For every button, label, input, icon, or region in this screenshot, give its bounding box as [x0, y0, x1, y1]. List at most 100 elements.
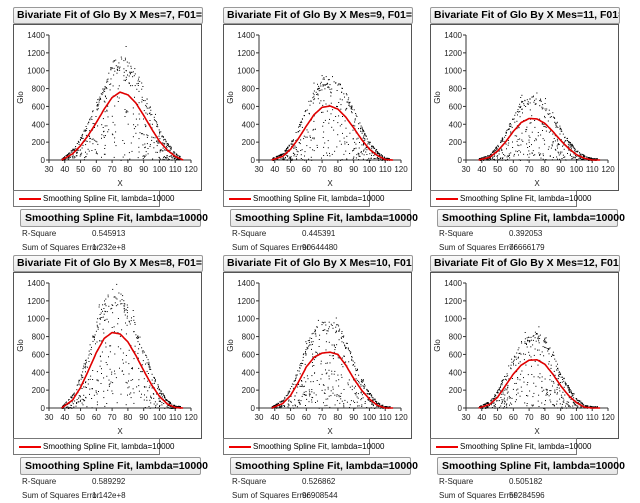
- data-point: [297, 399, 299, 401]
- data-point: [90, 375, 92, 377]
- data-point: [304, 394, 306, 396]
- stats-header[interactable]: Smoothing Spline Fit, lambda=10000: [437, 457, 625, 475]
- data-point: [368, 159, 370, 161]
- data-point: [157, 141, 159, 143]
- data-point: [323, 329, 325, 331]
- data-point: [101, 373, 102, 374]
- data-point: [576, 150, 578, 152]
- stats-header[interactable]: Smoothing Spline Fit, lambda=10000: [437, 209, 625, 227]
- data-point: [555, 149, 557, 151]
- data-point: [563, 148, 565, 150]
- data-point: [494, 407, 496, 409]
- data-point: [306, 343, 308, 345]
- data-point: [296, 158, 298, 160]
- stats-header[interactable]: Smoothing Spline Fit, lambda=10000: [230, 457, 418, 475]
- data-point: [531, 374, 533, 375]
- data-point: [73, 148, 75, 150]
- data-point: [557, 127, 559, 128]
- data-point: [372, 399, 374, 401]
- data-point: [559, 133, 561, 135]
- data-point: [548, 146, 550, 148]
- panel-title[interactable]: Bivariate Fit of Glo By X Mes=8, F01=1: [13, 255, 203, 272]
- data-point: [502, 158, 503, 160]
- data-point: [80, 149, 81, 151]
- data-point: [382, 407, 384, 409]
- data-point: [91, 346, 92, 348]
- data-point: [586, 156, 587, 158]
- data-point: [537, 338, 539, 340]
- data-point: [64, 403, 66, 405]
- y-tick-label: 0: [251, 404, 256, 413]
- data-point: [85, 359, 87, 361]
- data-point: [164, 149, 166, 151]
- panel-title[interactable]: Bivariate Fit of Glo By X Mes=11, F01=1: [430, 7, 620, 24]
- data-point: [161, 136, 163, 138]
- data-point: [544, 346, 546, 348]
- data-point: [493, 150, 495, 152]
- panel-title[interactable]: Bivariate Fit of Glo By X Mes=7, F01=1: [13, 7, 203, 24]
- data-point: [172, 407, 174, 409]
- data-point: [504, 401, 506, 403]
- data-point: [569, 144, 571, 146]
- data-point: [106, 318, 108, 320]
- data-point: [158, 400, 160, 402]
- data-point: [578, 402, 580, 404]
- data-point: [553, 404, 555, 406]
- data-point: [105, 298, 107, 300]
- data-point: [502, 157, 504, 159]
- data-point: [360, 399, 362, 401]
- data-point: [531, 115, 533, 117]
- data-point: [106, 364, 108, 366]
- data-point: [338, 83, 340, 85]
- data-point: [323, 322, 324, 324]
- data-point: [521, 139, 523, 141]
- data-point: [139, 80, 141, 82]
- panel-title[interactable]: Bivariate Fit of Glo By X Mes=12, F01=1: [430, 255, 620, 272]
- data-point: [295, 374, 297, 376]
- data-point: [145, 125, 147, 127]
- stats-header[interactable]: Smoothing Spline Fit, lambda=10000: [20, 457, 208, 475]
- data-point: [89, 141, 91, 143]
- data-point: [117, 70, 119, 71]
- data-point: [524, 332, 526, 333]
- data-point: [362, 385, 364, 387]
- data-point: [104, 153, 106, 155]
- data-point: [576, 399, 578, 401]
- data-point: [374, 408, 376, 409]
- panel-title[interactable]: Bivariate Fit of Glo By X Mes=10, F01=1: [223, 255, 413, 272]
- data-point: [127, 74, 128, 76]
- stats-header[interactable]: Smoothing Spline Fit, lambda=10000: [230, 209, 418, 227]
- data-point: [341, 99, 343, 101]
- data-point: [552, 385, 553, 387]
- data-point: [71, 395, 73, 397]
- data-point: [510, 402, 511, 404]
- data-point: [112, 85, 114, 87]
- data-point: [116, 283, 118, 285]
- data-point: [71, 155, 73, 157]
- data-point: [298, 401, 300, 403]
- data-point: [341, 337, 342, 339]
- data-point: [527, 154, 529, 156]
- panel-title[interactable]: Bivariate Fit of Glo By X Mes=9, F01=1: [223, 7, 413, 24]
- data-point: [162, 136, 164, 137]
- data-point: [571, 156, 573, 157]
- data-point: [92, 388, 93, 390]
- data-point: [301, 122, 303, 123]
- data-point: [67, 158, 69, 160]
- data-point: [544, 117, 546, 119]
- data-point: [333, 345, 335, 347]
- data-point: [539, 105, 541, 107]
- data-point: [520, 373, 522, 375]
- data-point: [364, 385, 366, 387]
- data-point: [493, 156, 495, 157]
- stats-header[interactable]: Smoothing Spline Fit, lambda=10000: [20, 209, 208, 227]
- data-point: [523, 103, 525, 105]
- data-point: [162, 136, 164, 138]
- data-point: [501, 138, 503, 140]
- data-point: [110, 68, 112, 70]
- data-point: [327, 398, 329, 400]
- data-point: [580, 402, 582, 403]
- data-point: [315, 351, 317, 353]
- data-point: [517, 388, 519, 390]
- data-point: [554, 374, 556, 376]
